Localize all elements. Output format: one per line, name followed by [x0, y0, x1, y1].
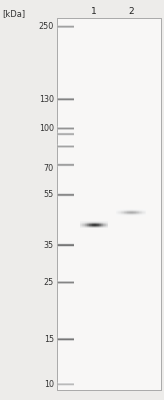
Text: 25: 25 [44, 278, 54, 287]
Text: 130: 130 [39, 95, 54, 104]
Text: 15: 15 [44, 335, 54, 344]
Text: [kDa]: [kDa] [2, 10, 25, 18]
Text: 100: 100 [39, 124, 54, 133]
Bar [57, 18, 161, 390]
Text: 70: 70 [44, 164, 54, 172]
Text: 10: 10 [44, 380, 54, 389]
Bar [57, 18, 161, 390]
Text: 250: 250 [39, 22, 54, 31]
Text: 2: 2 [128, 8, 134, 16]
Text: 35: 35 [44, 240, 54, 250]
Text: 55: 55 [44, 190, 54, 199]
Text: 1: 1 [91, 8, 97, 16]
